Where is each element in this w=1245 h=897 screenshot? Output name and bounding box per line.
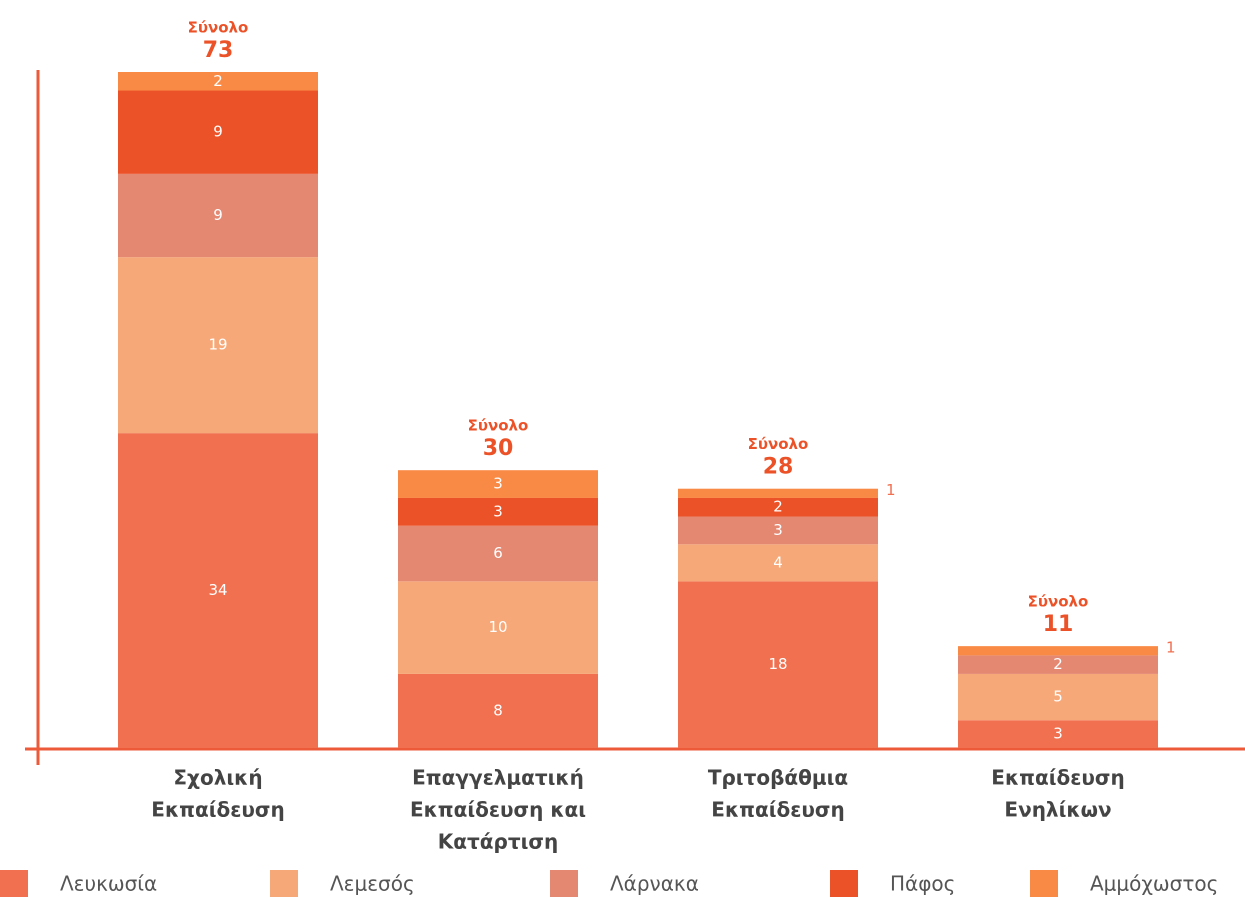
x-tick-label: Τριτοβάθμια [708, 766, 848, 790]
x-tick-label: Σχολική [173, 766, 262, 790]
segment-label: 10 [488, 618, 507, 636]
x-tick-label: Ενηλίκων [1004, 798, 1111, 822]
legend-label: Λεμεσός [330, 872, 415, 896]
legend-label: Λάρνακα [610, 872, 699, 896]
bar-segment [678, 544, 878, 582]
bar-segment [398, 525, 598, 582]
total-value: 11 [1043, 612, 1074, 637]
legend-swatch [550, 870, 578, 897]
bar-segment [678, 516, 878, 545]
bar-segment [398, 673, 598, 748]
bar-segment [118, 173, 318, 258]
total-label: Σύνολο [468, 417, 529, 435]
legend-swatch [270, 870, 298, 897]
total-label: Σύνολο [188, 19, 249, 37]
bar-segment [678, 488, 878, 498]
x-tick-label: Επαγγελματική [412, 766, 584, 790]
total-value: 28 [763, 455, 794, 480]
segment-label: 9 [213, 206, 223, 224]
segment-label: 1 [1166, 638, 1176, 656]
x-tick-label: Εκπαίδευση [151, 798, 284, 822]
legend-swatch [0, 870, 28, 897]
x-tick-label: Εκπαίδευση [991, 766, 1124, 790]
bar-segment [958, 720, 1158, 748]
legend-label: Αμμόχωστος [1090, 872, 1218, 896]
bar-segment [958, 673, 1158, 721]
total-label: Σύνολο [748, 435, 809, 453]
segment-label: 3 [1053, 725, 1063, 743]
segment-label: 18 [768, 655, 787, 673]
segment-label: 3 [493, 475, 503, 493]
segment-label: 9 [213, 123, 223, 141]
legend-label: Πάφος [890, 872, 955, 896]
segment-label: 2 [213, 72, 223, 90]
bar-segment [958, 655, 1158, 674]
segment-label: 2 [1053, 655, 1063, 673]
bar-segment [118, 257, 318, 434]
total-value: 30 [483, 436, 514, 461]
total-value: 73 [203, 38, 234, 63]
legend-label: Λευκωσία [60, 872, 157, 896]
bar-segment [958, 646, 1158, 656]
total-label: Σύνολο [1028, 593, 1089, 611]
legend-swatch [1030, 870, 1058, 897]
bar-segment [398, 497, 598, 526]
segment-label: 2 [773, 498, 783, 516]
segment-label: 19 [208, 336, 227, 354]
bar-segment [118, 72, 318, 91]
bar-segment [678, 581, 878, 748]
bar-segment [678, 497, 878, 517]
segment-label: 8 [493, 701, 503, 719]
segment-label: 3 [493, 502, 503, 520]
bar-segment [118, 90, 318, 174]
segment-label: 3 [773, 521, 783, 539]
segment-label: 1 [886, 481, 896, 499]
x-tick-label: Εκπαίδευση και [410, 798, 586, 822]
legend-swatch [830, 870, 858, 897]
x-tick-label: Εκπαίδευση [711, 798, 844, 822]
segment-label: 4 [773, 553, 783, 571]
bar-segment [118, 433, 318, 748]
x-tick-label: Κατάρτιση [438, 830, 558, 854]
segment-label: 34 [208, 581, 227, 599]
bar-segment [398, 470, 598, 498]
segment-label: 5 [1053, 688, 1063, 706]
segment-label: 6 [493, 544, 503, 562]
bar-segment [398, 581, 598, 674]
